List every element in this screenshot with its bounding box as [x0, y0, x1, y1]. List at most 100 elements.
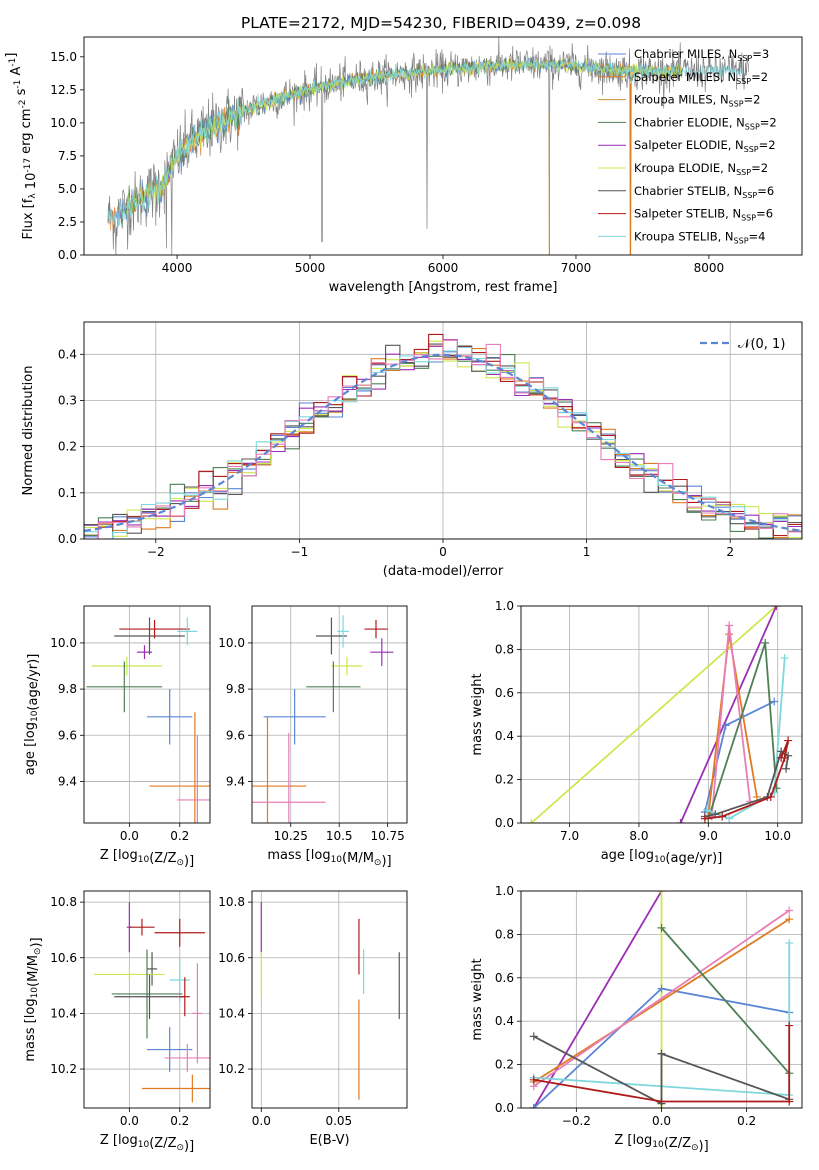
y-tick-label: 10.8 — [50, 895, 77, 909]
weight-line-kroupa_elodie — [530, 606, 777, 823]
label-part: log — [118, 1133, 138, 1148]
y-tick-label: 10.4 — [50, 1006, 77, 1020]
x-axis-label: wavelength [Angstrom, rest frame] — [329, 280, 558, 295]
legend-count: =2 — [751, 161, 768, 175]
label-part: -17 — [23, 158, 33, 173]
model-curve-chabrier_elodie — [120, 57, 683, 227]
panel-mass_vs_ebv: 0.0 0.05 10.2 10.4 10.6 10.8 E(B-V) — [218, 890, 408, 1148]
y-tick-label: 0.2 — [495, 1058, 514, 1072]
legend-subscript: SSP — [745, 122, 760, 131]
y-tick-label: 9.6 — [226, 728, 245, 742]
y-tick-label: 15.0 — [50, 50, 77, 64]
y-tick-label: 9.8 — [226, 682, 245, 696]
y-tick-label: 0.4 — [495, 729, 514, 743]
weight-marker — [725, 814, 734, 823]
weight-marker — [785, 1021, 794, 1030]
label-part: A — [9, 66, 24, 79]
label-part: λ — [28, 193, 38, 199]
legend-text: Salpeter ELODIE, N — [634, 138, 744, 152]
y-tick-label: 0.0 — [495, 816, 514, 830]
y-tick-label: 9.8 — [58, 682, 77, 696]
label-part: (M/M — [342, 851, 374, 866]
y-tick-label: 10.0 — [50, 636, 77, 650]
label-part: 10 — [138, 1140, 150, 1150]
weight-line-chabrier_elodie — [660, 927, 790, 1074]
weight-marker — [777, 753, 786, 762]
x-tick-label: 1 — [583, 545, 591, 559]
label-part: log — [23, 998, 38, 1018]
panel-mass_vs_Z: 0.0 0.210.210.410.610.8Z [log10(Z/Z⊙)]mas… — [23, 890, 211, 1154]
legend-entry: Salpeter MILES, NSSP=2 — [634, 70, 768, 86]
label-part: mass weight — [470, 673, 485, 755]
label-part: Z [ — [100, 848, 118, 863]
x-tick-label: −2 — [147, 545, 165, 559]
label-part: log — [632, 1133, 652, 1148]
weight-marker — [721, 721, 730, 730]
label-part: 10 — [654, 855, 666, 865]
label-part: Z [ — [100, 1133, 118, 1148]
label-part: age [ — [601, 848, 634, 863]
label-part: ⊙ — [176, 858, 184, 868]
y-tick-label: 10.2 — [50, 1062, 77, 1076]
label-part: 10 — [331, 855, 343, 865]
weight-line-chabrier_stelib — [533, 1035, 790, 1106]
x-tick-label: −0.2 — [562, 1114, 591, 1128]
label-part: log — [118, 848, 138, 863]
legend-subscript: SSP — [742, 191, 757, 200]
legend-subscript: SSP — [729, 100, 744, 109]
label-part: mass [ — [23, 1018, 38, 1061]
x-axis-label: (data-model)/error — [383, 564, 504, 579]
y-tick-label: 0.8 — [495, 927, 514, 941]
label-part: mass [ — [267, 848, 310, 863]
legend-entry: Kroupa MILES, NSSP=2 — [634, 93, 760, 109]
label-part: Normed distribution — [21, 366, 36, 496]
label-part: Z [ — [614, 1133, 632, 1148]
label-part: E(B-V) — [309, 1133, 349, 1148]
legend-subscript: SSP — [736, 77, 751, 86]
label-part: ] — [4, 53, 19, 58]
x-tick-label: 0.2 — [737, 1114, 756, 1128]
panel-age_vs_Z: 0.0 0.29.49.69.810.0Z [log10(Z/Z⊙)]age [l… — [23, 605, 211, 869]
weight-line-salpeter_miles — [533, 918, 790, 1083]
figure-title: PLATE=2172, MJD=54230, FIBERID=0439, z=0… — [241, 14, 641, 32]
plot-area — [527, 606, 793, 823]
label-part: )] — [184, 854, 194, 869]
label-part: )] — [29, 937, 44, 947]
weight-marker — [725, 621, 734, 630]
x-tick-label: 8.0 — [629, 829, 648, 843]
weight-marker — [529, 1075, 538, 1084]
plot-area — [107, 37, 750, 255]
label-part: ⊙ — [176, 1143, 184, 1153]
legend-subscript: SSP — [736, 168, 751, 177]
y-tick-label: 0.0 — [58, 248, 77, 262]
x-axis-label: mass [log10(M/M⊙)] — [267, 848, 391, 869]
y-tick-label: 0.4 — [495, 1014, 514, 1028]
y-tick-label: 0.8 — [495, 642, 514, 656]
x-tick-label: 6000 — [428, 261, 459, 275]
gaussian-legend-label: 𝒩(0, 1) — [738, 337, 785, 352]
x-tick-label: 10.25 — [274, 829, 308, 843]
legend-entry: Salpeter STELIB, NSSP=6 — [634, 207, 773, 223]
panel-weight_vs_age: 7.0 8.0 9.0 10.0 0.0 0.2 0.4 0.6 0.8 1.0 age [log1… — [470, 599, 803, 866]
histogram-extra_pink — [84, 339, 802, 539]
panel-residuals: −2 −1 0 1 2 0.0 0.1 0.2 0.3 0.4 (data-model)/error… — [21, 321, 803, 579]
legend-count: =6 — [756, 207, 773, 221]
weight-line-salpeter_elodie — [533, 891, 663, 1108]
weight-line-extra_pink — [533, 909, 790, 1088]
y-tick-label: 12.5 — [50, 83, 77, 97]
weight-marker — [657, 891, 666, 895]
y-axis-label: Normed distribution — [21, 366, 36, 496]
label-part: 10 — [30, 710, 40, 722]
label-part: (Z/Z — [664, 1136, 691, 1151]
legend-subscript: SSP — [741, 214, 756, 223]
legend-count: =2 — [751, 70, 768, 84]
weight-line-salpeter_elodie — [679, 606, 778, 823]
y-tick-label: 1.0 — [495, 599, 514, 613]
label-part: erg cm — [19, 108, 34, 157]
label-part: 10 — [24, 173, 39, 194]
x-tick-label: 0.05 — [325, 1114, 352, 1128]
plot-area — [529, 891, 794, 1108]
y-tick-label: 5.0 — [58, 182, 77, 196]
label-part: ⊙ — [33, 948, 43, 956]
